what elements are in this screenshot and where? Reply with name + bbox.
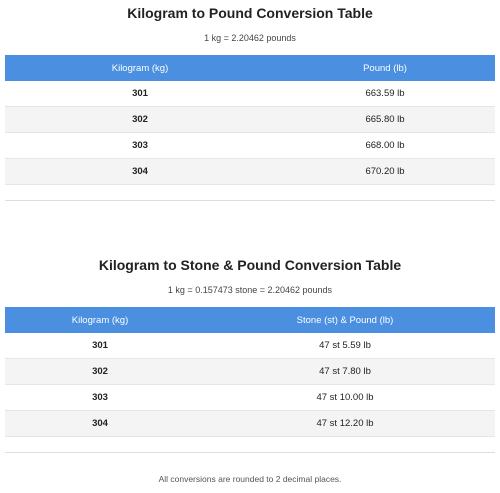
kilogram-cell: 302 <box>5 358 195 385</box>
column-header: Stone (st) & Pound (lb) <box>195 307 495 333</box>
kilogram-cell: 304 <box>5 158 275 185</box>
conversion-table: Kilogram (kg) Pound (lb) 301 663.59 lb 302 66… <box>5 55 495 185</box>
kilogram-cell: 302 <box>5 106 275 133</box>
converted-cell: 668.00 lb <box>275 132 495 159</box>
converted-cell: 663.59 lb <box>275 81 495 107</box>
converted-cell: 47 st 10.00 lb <box>195 384 495 411</box>
conversion-table: Kilogram (kg) Stone (st) & Pound (lb) 301 4… <box>5 307 495 437</box>
column-header: Kilogram (kg) <box>5 307 195 333</box>
section-subtitle: 1 kg = 0.157473 stone = 2.20462 pounds <box>167 285 333 295</box>
table-row: 303 47 st 10.00 lb <box>5 384 495 411</box>
table-row: 301 47 st 5.59 lb <box>5 333 495 359</box>
kilogram-cell: 304 <box>5 410 195 437</box>
table-row: 302 665.80 lb <box>5 106 495 133</box>
converted-cell: 665.80 lb <box>275 106 495 133</box>
kilogram-cell: 301 <box>5 81 275 107</box>
converted-cell: 47 st 12.20 lb <box>195 410 495 437</box>
kilogram-cell: 301 <box>5 333 195 359</box>
column-header: Kilogram (kg) <box>5 55 275 81</box>
header-row: Kilogram (kg) Stone (st) & Pound (lb) <box>5 307 495 333</box>
column-header: Pound (lb) <box>275 55 495 81</box>
section-title: Kilogram to Stone & Pound Conversion Tab… <box>98 257 402 273</box>
converted-cell: 47 st 7.80 lb <box>195 358 495 385</box>
header-row: Kilogram (kg) Pound (lb) <box>5 55 495 81</box>
kilogram-cell: 303 <box>5 132 275 159</box>
converted-cell: 670.20 lb <box>275 158 495 185</box>
section-subtitle: 1 kg = 2.20462 pounds <box>204 33 296 43</box>
footer-note: All conversions are rounded to 2 decimal… <box>158 474 342 484</box>
table-row: 302 47 st 7.80 lb <box>5 358 495 385</box>
converted-cell: 47 st 5.59 lb <box>195 333 495 359</box>
table-row: 304 47 st 12.20 lb <box>5 410 495 437</box>
divider <box>5 200 495 201</box>
table-row: 304 670.20 lb <box>5 158 495 185</box>
kilogram-cell: 303 <box>5 384 195 411</box>
table-row: 303 668.00 lb <box>5 132 495 159</box>
divider <box>5 452 495 453</box>
section-title: Kilogram to Pound Conversion Table <box>127 5 373 21</box>
table-row: 301 663.59 lb <box>5 81 495 107</box>
